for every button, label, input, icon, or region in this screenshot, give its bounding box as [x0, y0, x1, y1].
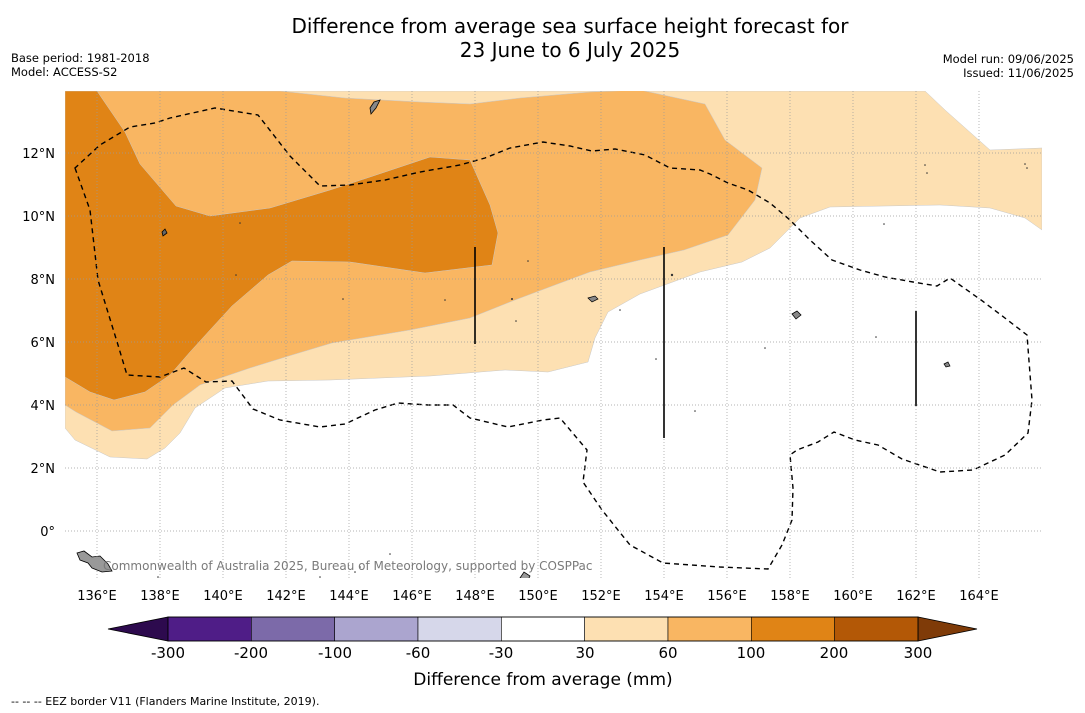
colorbar-label: 30	[575, 644, 594, 662]
title-line-2: 23 June to 6 July 2025	[459, 38, 681, 62]
colorbar-over-arrow	[917, 616, 978, 642]
island-new-guinea-west	[76, 550, 113, 573]
model-run-text: Model run: 09/06/2025	[942, 52, 1074, 66]
title-line-1: Difference from average sea surface heig…	[291, 14, 849, 38]
colorbar-label: 100	[737, 644, 766, 662]
lon-label: 158°E	[770, 589, 810, 604]
colorbar-bin	[417, 616, 502, 642]
run-info: Model run: 09/06/2025 Issued: 11/06/2025	[943, 52, 1074, 80]
lon-label: 152°E	[581, 589, 621, 604]
lon-label: 148°E	[455, 589, 495, 604]
island-kosrae	[943, 361, 951, 368]
island-yap	[161, 228, 168, 237]
island-manus	[519, 571, 531, 578]
colorbar-bin	[501, 616, 585, 642]
island-pohnpei	[791, 310, 802, 320]
lon-label: 160°E	[833, 589, 873, 604]
eez-legend-text: -- -- -- EEZ border V11 (Flanders Marine…	[11, 695, 320, 708]
lon-label: 162°E	[896, 589, 936, 604]
colorbar-bin	[167, 616, 252, 642]
lon-label: 156°E	[707, 589, 747, 604]
model-text: Model: ACCESS-S2	[11, 65, 118, 79]
lat-label: 6°N	[31, 336, 56, 351]
lon-label: 150°E	[518, 589, 558, 604]
lon-labels: 136°E 138°E 140°E 142°E 144°E 146°E 148°…	[77, 589, 999, 604]
lon-label: 164°E	[959, 589, 999, 604]
colorbar-bin	[584, 616, 669, 642]
map-title: Difference from average sea surface heig…	[0, 14, 1085, 62]
colorbar-label: -100	[318, 644, 352, 662]
colorbar	[107, 616, 978, 642]
issued-text: Issued: 11/06/2025	[963, 66, 1074, 80]
lon-label: 138°E	[140, 589, 180, 604]
base-info: Base period: 1981-2018 Model: ACCESS-S2	[11, 51, 150, 79]
colorbar-bin	[251, 616, 335, 642]
colorbar-under-arrow	[107, 616, 169, 642]
colorbar-label: -200	[234, 644, 268, 662]
lat-label: 2°N	[31, 462, 56, 477]
colorbar-bin	[751, 616, 835, 642]
base-period-text: Base period: 1981-2018	[11, 51, 150, 65]
colorbar-label: -60	[406, 644, 431, 662]
colorbar-bin	[334, 616, 419, 642]
lon-label: 144°E	[329, 589, 369, 604]
colorbar-label: 200	[820, 644, 849, 662]
colorbar-bin	[834, 616, 919, 642]
colorbar-bin	[667, 616, 752, 642]
island-chuuk	[587, 295, 599, 303]
lat-label: 4°N	[31, 399, 56, 414]
lat-labels: 12°N 10°N 8°N 6°N 4°N 2°N 0°	[22, 147, 55, 540]
anomaly-band-100-200	[65, 91, 499, 401]
lon-label: 154°E	[644, 589, 684, 604]
lat-label: 8°N	[31, 273, 56, 288]
lat-gridlines	[65, 152, 1042, 532]
lat-label: 10°N	[22, 210, 55, 225]
colorbar-label: -300	[151, 644, 185, 662]
lon-label: 146°E	[392, 589, 432, 604]
lon-label: 136°E	[77, 589, 117, 604]
colorbar-bins	[167, 616, 919, 642]
colorbar-title: Difference from average (mm)	[413, 670, 672, 690]
colorbar-labels: -300 -200 -100 -60 -30 30 60 100 200 300	[151, 644, 932, 662]
boundary-segments	[474, 247, 917, 438]
colorbar-label: 300	[904, 644, 933, 662]
lon-label: 140°E	[203, 589, 243, 604]
copyright-text: Commonwealth of Australia 2025, Bureau o…	[103, 559, 593, 573]
colorbar-label: -30	[489, 644, 514, 662]
lon-label: 142°E	[266, 589, 306, 604]
small-islands	[157, 163, 1028, 578]
lat-label: 12°N	[22, 147, 55, 162]
colorbar-label: 60	[658, 644, 677, 662]
map-plot-area: Commonwealth of Australia 2025, Bureau o…	[65, 91, 1042, 578]
lat-label: 0°	[40, 525, 55, 540]
island-guam	[369, 99, 381, 115]
